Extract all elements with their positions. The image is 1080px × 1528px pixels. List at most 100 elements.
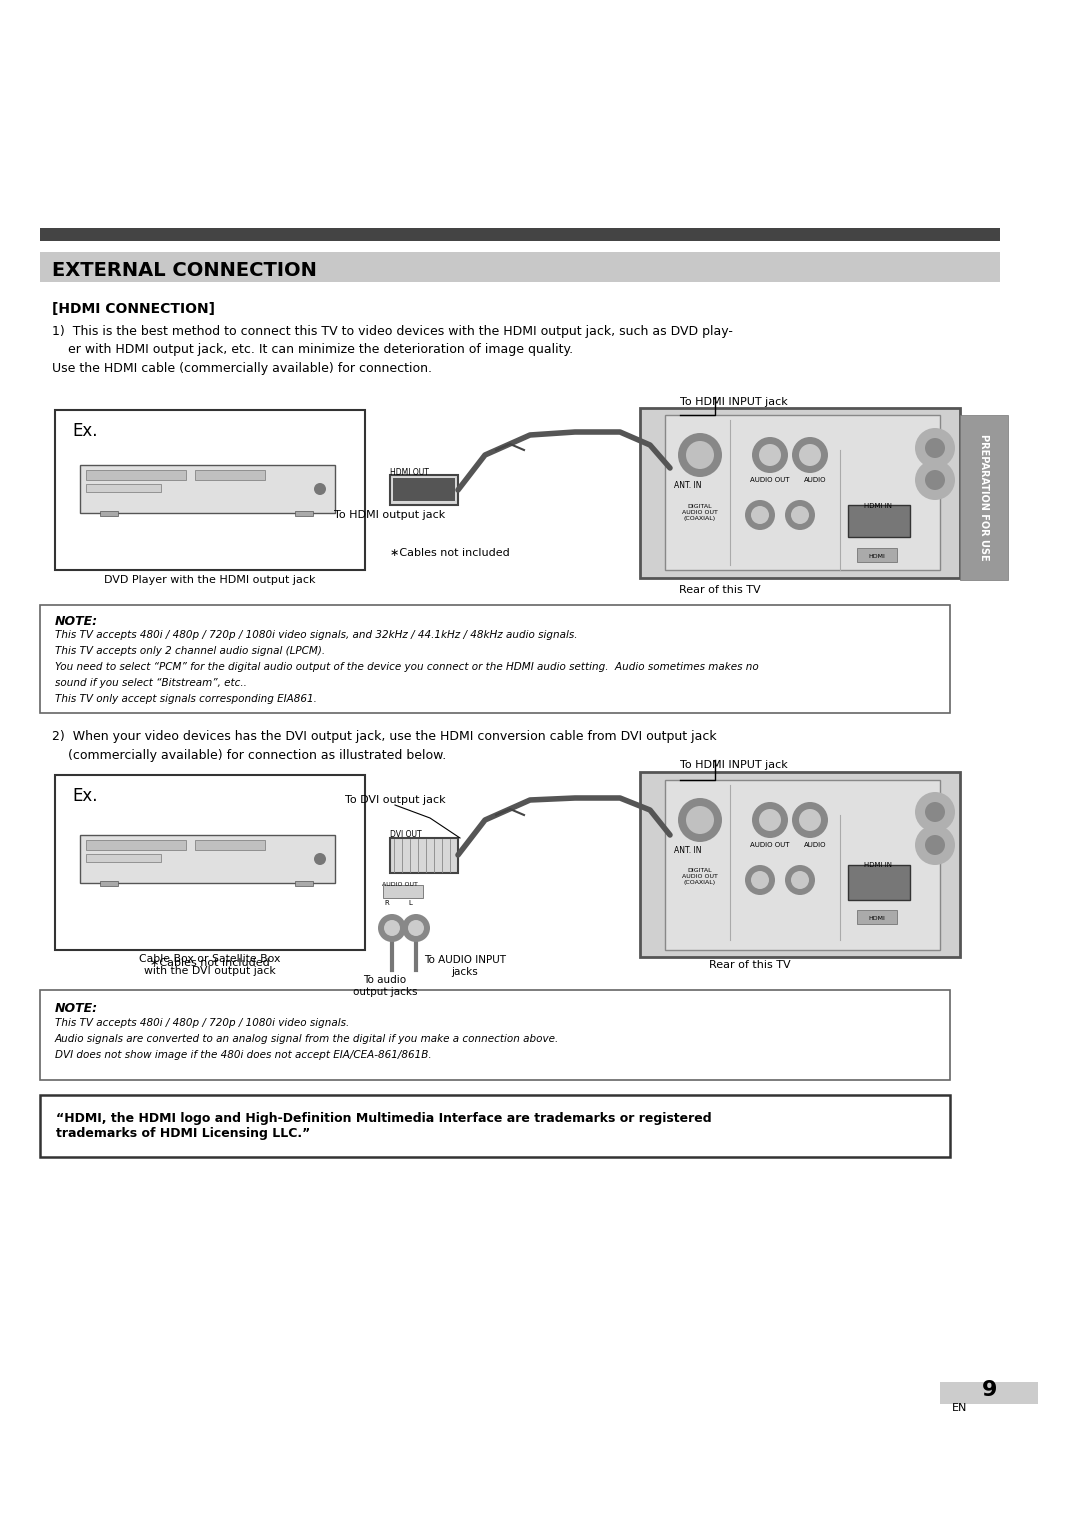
Text: AUDIO OUT: AUDIO OUT — [382, 882, 418, 886]
Text: NOTE:: NOTE: — [55, 614, 98, 628]
Circle shape — [799, 445, 821, 466]
Circle shape — [378, 914, 406, 941]
Circle shape — [799, 808, 821, 831]
Text: ANT. IN: ANT. IN — [674, 847, 702, 856]
Bar — [80, 834, 335, 883]
Circle shape — [791, 871, 809, 889]
Text: DIGITAL
AUDIO OUT
(COAXIAL): DIGITAL AUDIO OUT (COAXIAL) — [683, 868, 718, 885]
Text: AUDIO: AUDIO — [804, 842, 826, 848]
Text: HDMI: HDMI — [868, 915, 886, 921]
Bar — [55, 775, 365, 950]
Bar — [40, 252, 1000, 283]
Circle shape — [792, 802, 828, 837]
Circle shape — [924, 439, 945, 458]
Text: L: L — [408, 900, 411, 906]
Text: Audio signals are converted to an analog signal from the digital if you make a c: Audio signals are converted to an analog… — [55, 1034, 559, 1044]
Text: Ex.: Ex. — [72, 787, 97, 805]
Bar — [858, 911, 897, 924]
Bar — [295, 882, 313, 886]
Bar — [40, 605, 950, 714]
Text: To audio
output jacks: To audio output jacks — [353, 975, 417, 996]
Bar — [86, 484, 161, 492]
Text: This TV only accept signals corresponding EIA861.: This TV only accept signals correspondin… — [55, 694, 316, 704]
Bar — [55, 410, 365, 570]
Bar — [940, 1381, 1038, 1404]
Circle shape — [314, 853, 326, 865]
Circle shape — [915, 428, 955, 468]
Text: DIGITAL
AUDIO OUT
(COAXIAL): DIGITAL AUDIO OUT (COAXIAL) — [683, 504, 718, 521]
Circle shape — [924, 834, 945, 856]
Text: DVI OUT: DVI OUT — [390, 830, 421, 839]
Text: Cable Box or Satellite Box
with the DVI output jack: Cable Box or Satellite Box with the DVI … — [139, 953, 281, 975]
Bar — [195, 471, 265, 480]
Text: HDMI IN: HDMI IN — [864, 862, 892, 868]
Text: 2)  When your video devices has the DVI output jack, use the HDMI conversion cab: 2) When your video devices has the DVI o… — [52, 730, 717, 743]
Text: NOTE:: NOTE: — [55, 1002, 98, 1015]
Text: [HDMI CONNECTION]: [HDMI CONNECTION] — [52, 303, 215, 316]
Bar — [383, 885, 423, 898]
Text: ∗Cables not included: ∗Cables not included — [150, 958, 270, 969]
Circle shape — [686, 805, 714, 834]
Text: To HDMI INPUT jack: To HDMI INPUT jack — [680, 759, 787, 770]
Text: 1)  This is the best method to connect this TV to video devices with the HDMI ou: 1) This is the best method to connect th… — [52, 325, 733, 338]
Text: HDMI OUT: HDMI OUT — [390, 468, 429, 477]
Text: AUDIO OUT: AUDIO OUT — [751, 842, 789, 848]
Text: To AUDIO INPUT
jacks: To AUDIO INPUT jacks — [424, 955, 507, 976]
Text: er with HDMI output jack, etc. It can minimize the deterioration of image qualit: er with HDMI output jack, etc. It can mi… — [52, 342, 573, 356]
Bar — [295, 510, 313, 516]
Text: This TV accepts 480i / 480p / 720p / 1080i video signals, and 32kHz / 44.1kHz / : This TV accepts 480i / 480p / 720p / 108… — [55, 630, 578, 640]
Text: DVI does not show image if the 480i does not accept EIA/CEA-861/861B.: DVI does not show image if the 480i does… — [55, 1050, 432, 1060]
Bar — [40, 228, 1000, 241]
Text: AUDIO OUT: AUDIO OUT — [751, 477, 789, 483]
Bar — [40, 1096, 950, 1157]
Circle shape — [791, 506, 809, 524]
Bar — [640, 772, 960, 957]
Circle shape — [792, 437, 828, 474]
Circle shape — [924, 471, 945, 490]
Bar — [640, 408, 960, 578]
Text: HDMI IN: HDMI IN — [864, 503, 892, 509]
Circle shape — [678, 432, 723, 477]
Text: Use the HDMI cable (commercially available) for connection.: Use the HDMI cable (commercially availab… — [52, 362, 432, 374]
Circle shape — [751, 506, 769, 524]
Bar — [86, 854, 161, 862]
Circle shape — [408, 920, 424, 937]
Circle shape — [678, 798, 723, 842]
Circle shape — [384, 920, 400, 937]
Circle shape — [759, 445, 781, 466]
Circle shape — [752, 437, 788, 474]
Text: Rear of this TV: Rear of this TV — [710, 960, 791, 970]
Text: ∗Cables not included: ∗Cables not included — [390, 549, 510, 558]
Text: R: R — [384, 900, 389, 906]
Circle shape — [745, 500, 775, 530]
Bar — [665, 416, 940, 570]
Text: You need to select “PCM” for the digital audio output of the device you connect : You need to select “PCM” for the digital… — [55, 662, 759, 672]
Bar — [858, 549, 897, 562]
Circle shape — [915, 825, 955, 865]
Text: EXTERNAL CONNECTION: EXTERNAL CONNECTION — [52, 261, 316, 281]
Text: 9: 9 — [983, 1380, 998, 1400]
Bar — [86, 471, 186, 480]
Text: This TV accepts 480i / 480p / 720p / 1080i video signals.: This TV accepts 480i / 480p / 720p / 108… — [55, 1018, 349, 1028]
Bar — [665, 779, 940, 950]
Text: (commercially available) for connection as illustrated below.: (commercially available) for connection … — [52, 749, 446, 762]
Text: Rear of this TV: Rear of this TV — [679, 585, 760, 594]
Text: To HDMI output jack: To HDMI output jack — [335, 510, 446, 520]
Circle shape — [751, 871, 769, 889]
Text: AUDIO: AUDIO — [804, 477, 826, 483]
Text: PREPARATION FOR USE: PREPARATION FOR USE — [978, 434, 989, 561]
Text: EN: EN — [951, 1403, 968, 1413]
Bar — [100, 882, 118, 886]
Bar — [390, 475, 458, 504]
Circle shape — [745, 865, 775, 895]
Bar — [960, 416, 1008, 581]
Text: Ex.: Ex. — [72, 422, 97, 440]
Circle shape — [759, 808, 781, 831]
Bar — [80, 465, 335, 513]
Text: To DVI output jack: To DVI output jack — [345, 795, 445, 805]
Circle shape — [402, 914, 430, 941]
Text: To HDMI INPUT jack: To HDMI INPUT jack — [680, 397, 787, 406]
Text: “HDMI, the HDMI logo and High-Definition Multimedia Interface are trademarks or : “HDMI, the HDMI logo and High-Definition… — [56, 1112, 712, 1140]
Bar — [393, 478, 455, 501]
Text: ANT. IN: ANT. IN — [674, 481, 702, 490]
